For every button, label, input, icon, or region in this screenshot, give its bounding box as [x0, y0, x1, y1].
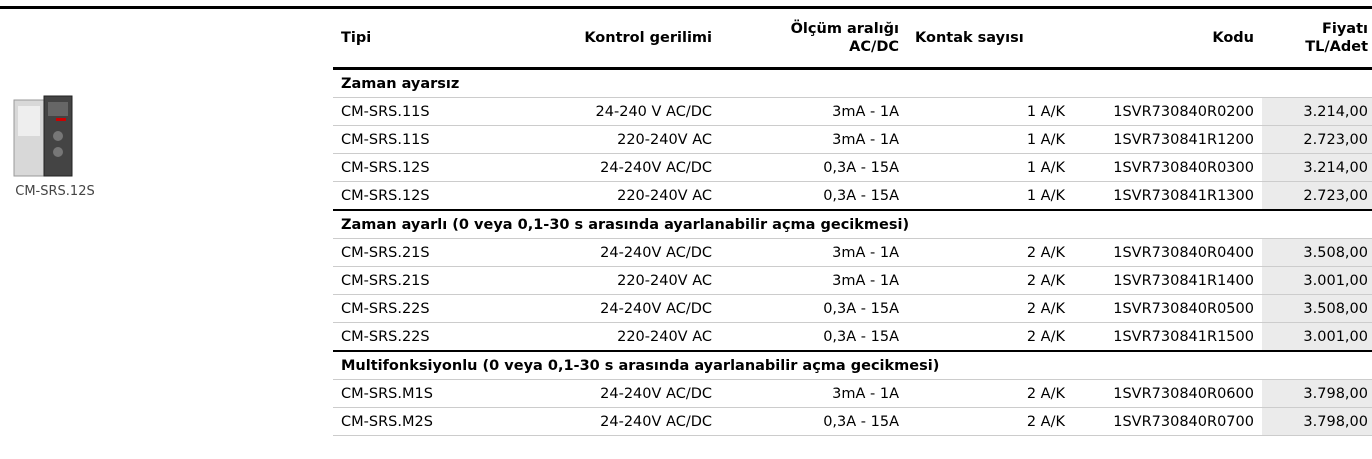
cell: CM-SRS.11S	[333, 125, 520, 154]
relay-logo	[56, 118, 66, 121]
data-row: CM-SRS.12S 220-240V AC 0,3A - 15A 1 A/K 1SVR…	[333, 181, 1372, 211]
cell: 2 A/K	[907, 294, 1073, 323]
cell: 0,3A - 15A	[720, 153, 907, 182]
column-header: Kontak sayısı	[907, 9, 1073, 70]
product-image	[13, 95, 73, 177]
column-header: Fiyatı TL/Adet	[1262, 9, 1372, 70]
cell: 1SVR730840R0600	[1073, 379, 1262, 408]
cell: 3.508,00	[1262, 294, 1372, 323]
cell: CM-SRS.12S	[333, 153, 520, 182]
column-header: Ölçüm aralığı AC/DC	[720, 9, 907, 70]
cell: 3mA - 1A	[720, 266, 907, 295]
cell: 0,3A - 15A	[720, 294, 907, 323]
cell: 24-240V AC/DC	[520, 407, 720, 436]
cell: 24-240V AC/DC	[520, 238, 720, 267]
data-row: CM-SRS.M2S 24-240V AC/DC 0,3A - 15A 2 A/K 1S…	[333, 407, 1372, 436]
cell: 3mA - 1A	[720, 97, 907, 126]
cell: CM-SRS.22S	[333, 294, 520, 323]
cell: 2.723,00	[1262, 181, 1372, 211]
cell: CM-SRS.21S	[333, 266, 520, 295]
cell: 2 A/K	[907, 266, 1073, 295]
cell: 1 A/K	[907, 97, 1073, 126]
price-table: Tipi Kontrol gerilimi Ölçüm aralığı AC/DC K…	[333, 9, 1372, 436]
cell: 24-240V AC/DC	[520, 379, 720, 408]
relay-sticker	[18, 106, 40, 136]
cell: 1 A/K	[907, 181, 1073, 211]
cell: 3.001,00	[1262, 266, 1372, 295]
cell: 1SVR730841R1200	[1073, 125, 1262, 154]
cell: 0,3A - 15A	[720, 322, 907, 352]
cell: 3.798,00	[1262, 379, 1372, 408]
cell: 3.001,00	[1262, 322, 1372, 352]
group-row: Multifonksiyonlu (0 veya 0,1-30 s arasın…	[333, 351, 1372, 380]
cell: 2 A/K	[907, 238, 1073, 267]
data-row: CM-SRS.11S 24-240 V AC/DC 3mA - 1A 1 A/K 1SV…	[333, 97, 1372, 126]
cell: 220-240V AC	[520, 266, 720, 295]
cell: 24-240 V AC/DC	[520, 97, 720, 126]
product-caption: CM-SRS.12S	[15, 184, 95, 199]
cell: 0,3A - 15A	[720, 407, 907, 436]
cell: 1 A/K	[907, 153, 1073, 182]
cell: 0,3A - 15A	[720, 181, 907, 211]
cell: 1SVR730841R1300	[1073, 181, 1262, 211]
column-header: Tipi	[333, 9, 520, 70]
column-header: Kontrol gerilimi	[520, 9, 720, 70]
cell: 3.214,00	[1262, 153, 1372, 182]
data-row: CM-SRS.21S 220-240V AC 3mA - 1A 2 A/K 1SVR73…	[333, 266, 1372, 295]
group-title: Zaman ayarlı (0 veya 0,1-30 s arasında a…	[333, 210, 1372, 239]
data-row: CM-SRS.22S 24-240V AC/DC 0,3A - 15A 2 A/K 1S…	[333, 294, 1372, 323]
cell: 1SVR730840R0200	[1073, 97, 1262, 126]
cell: 220-240V AC	[520, 181, 720, 211]
relay-knob	[53, 147, 63, 157]
cell: 3.798,00	[1262, 407, 1372, 436]
cell: 1 A/K	[907, 125, 1073, 154]
column-header: Kodu	[1073, 9, 1262, 70]
cell: 1SVR730840R0700	[1073, 407, 1262, 436]
group-title: Multifonksiyonlu (0 veya 0,1-30 s arasın…	[333, 351, 1372, 380]
cell: 24-240V AC/DC	[520, 153, 720, 182]
cell: 3mA - 1A	[720, 125, 907, 154]
cell: 2.723,00	[1262, 125, 1372, 154]
cell: 1SVR730840R0500	[1073, 294, 1262, 323]
cell: 220-240V AC	[520, 125, 720, 154]
group-row: Zaman ayarlı (0 veya 0,1-30 s arasında a…	[333, 210, 1372, 239]
table-body: Zaman ayarsız CM-SRS.11S 24-240 V AC/DC 3mA…	[333, 68, 1372, 436]
data-row: CM-SRS.12S 24-240V AC/DC 0,3A - 15A 1 A/K 1S…	[333, 153, 1372, 182]
cell: 3mA - 1A	[720, 238, 907, 267]
cell: CM-SRS.21S	[333, 238, 520, 267]
cell: CM-SRS.M1S	[333, 379, 520, 408]
cell: 1SVR730840R0400	[1073, 238, 1262, 267]
cell: 3mA - 1A	[720, 379, 907, 408]
cell: CM-SRS.11S	[333, 97, 520, 126]
cell: 24-240V AC/DC	[520, 294, 720, 323]
cell: CM-SRS.22S	[333, 322, 520, 352]
cell: 1SVR730841R1500	[1073, 322, 1262, 352]
cell: CM-SRS.M2S	[333, 407, 520, 436]
relay-label	[48, 102, 68, 116]
cell: 1SVR730841R1400	[1073, 266, 1262, 295]
cell: 2 A/K	[907, 379, 1073, 408]
cell: 3.214,00	[1262, 97, 1372, 126]
data-row: CM-SRS.11S 220-240V AC 3mA - 1A 1 A/K 1SVR73…	[333, 125, 1372, 154]
cell: 220-240V AC	[520, 322, 720, 352]
data-row: CM-SRS.M1S 24-240V AC/DC 3mA - 1A 2 A/K 1SVR…	[333, 379, 1372, 408]
cell: 1SVR730840R0300	[1073, 153, 1262, 182]
data-row: CM-SRS.22S 220-240V AC 0,3A - 15A 2 A/K 1SVR…	[333, 322, 1372, 352]
cell: CM-SRS.12S	[333, 181, 520, 211]
group-row: Zaman ayarsız	[333, 68, 1372, 98]
relay-knob	[53, 131, 63, 141]
cell: 2 A/K	[907, 407, 1073, 436]
cell: 2 A/K	[907, 322, 1073, 352]
data-row: CM-SRS.21S 24-240V AC/DC 3mA - 1A 2 A/K 1SVR…	[333, 238, 1372, 267]
group-title: Zaman ayarsız	[333, 68, 1372, 98]
header-row: Tipi Kontrol gerilimi Ölçüm aralığı AC/DC K…	[333, 9, 1372, 70]
top-rule	[0, 6, 1372, 9]
cell: 3.508,00	[1262, 238, 1372, 267]
